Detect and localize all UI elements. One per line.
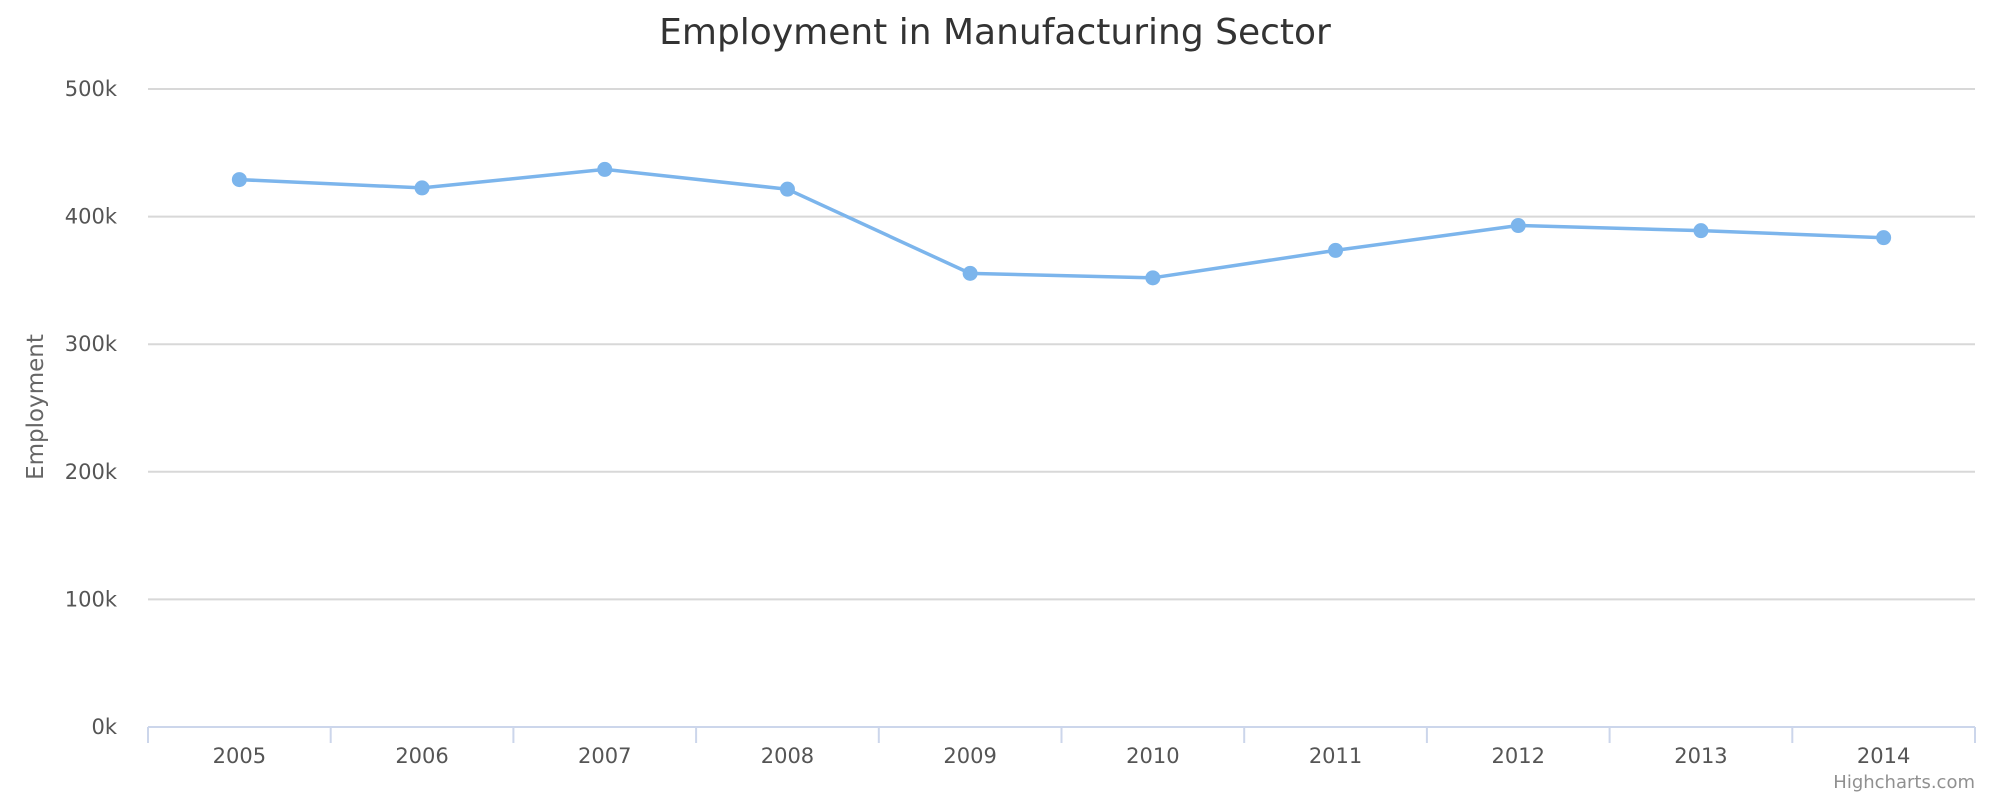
- series-layer: [231, 161, 1892, 286]
- x-tick-label: 2014: [1857, 744, 1910, 768]
- data-point[interactable]: [779, 181, 795, 197]
- y-tick-label: 300k: [65, 332, 118, 356]
- x-tick-label: 2013: [1674, 744, 1727, 768]
- x-tick-label: 2008: [761, 744, 814, 768]
- data-point[interactable]: [1876, 230, 1892, 246]
- y-tick-label: 400k: [65, 205, 118, 229]
- credits-link[interactable]: Highcharts.com: [1833, 772, 1975, 793]
- series-line[interactable]: [237, 167, 1886, 280]
- x-tick-label: 2006: [395, 744, 448, 768]
- x-axis: 2005 2006 2007 2008 2009 2010 2011 2012 2013 2014: [147, 726, 1976, 768]
- data-point[interactable]: [1145, 270, 1161, 286]
- data-point[interactable]: [1510, 218, 1526, 234]
- x-tick-label: 2011: [1309, 744, 1362, 768]
- x-tick-label: 2010: [1126, 744, 1179, 768]
- y-tick-label: 200k: [65, 460, 118, 484]
- y-axis-title: Employment: [23, 334, 49, 480]
- y-tick-label: 500k: [65, 77, 118, 101]
- data-point[interactable]: [597, 161, 613, 177]
- gridlines: [148, 88, 1975, 601]
- x-tick-label: 2007: [578, 744, 631, 768]
- data-point[interactable]: [414, 180, 430, 196]
- data-point[interactable]: [962, 265, 978, 281]
- y-tick-label: 0k: [91, 715, 117, 739]
- chart-title: Employment in Manufacturing Sector: [659, 12, 1331, 53]
- y-axis: 0k 100k 200k 300k 400k 500k: [65, 77, 118, 739]
- data-point[interactable]: [1693, 223, 1709, 239]
- y-tick-label: 100k: [65, 587, 118, 611]
- data-point[interactable]: [231, 172, 247, 188]
- x-tick-label: 2009: [943, 744, 996, 768]
- x-tick-label: 2005: [213, 744, 266, 768]
- x-tick-label: 2012: [1492, 744, 1545, 768]
- data-point[interactable]: [1328, 242, 1344, 258]
